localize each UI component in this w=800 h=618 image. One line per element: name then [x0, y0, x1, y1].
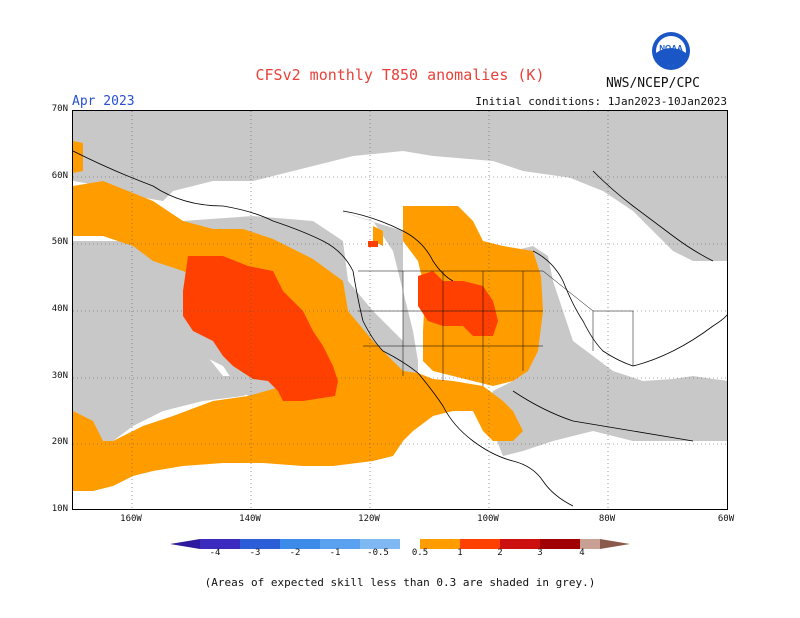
lon-label-60w: 60W: [717, 514, 735, 524]
colorbar-seg-pos1: [460, 539, 500, 549]
colorbar-label-neg1: -1: [329, 548, 341, 558]
colorbar-right-arrow: [600, 539, 630, 549]
lat-label-10n: 10N: [51, 504, 68, 514]
colorbar-seg-pos05: [420, 539, 460, 549]
colorbar-seg-neg05: [360, 539, 400, 549]
colorbar-label-neg2: -2: [289, 548, 301, 558]
colorbar-seg-neg2: [280, 539, 320, 549]
lat-label-30n: 30N: [51, 371, 68, 381]
lat-label-20n: 20N: [51, 437, 68, 447]
valid-month-label: Apr 2023: [72, 94, 135, 109]
colorbar-label-pos3: 3: [537, 548, 543, 558]
map-canvas: [73, 111, 727, 509]
lon-label-160w: 160W: [120, 514, 142, 524]
lon-label-120w: 120W: [358, 514, 380, 524]
colorbar-label-pos1: 1: [457, 548, 463, 558]
lat-label-60n: 60N: [51, 171, 68, 181]
lon-label-80w: 80W: [598, 514, 616, 524]
colorbar-seg-pos3: [540, 539, 580, 549]
colorbar-seg-neg1: [320, 539, 360, 549]
map-title: CFSv2 monthly T850 anomalies (K): [255, 66, 545, 84]
colorbar-seg-neutral: [400, 539, 420, 549]
coastlines: [73, 150, 727, 507]
colorbar-seg-neg4: [200, 539, 240, 549]
lat-lon-grid: [73, 111, 727, 509]
skill-footnote: (Areas of expected skill less than 0.3 a…: [204, 576, 596, 589]
colorbar-label-pos05: 0.5: [411, 548, 429, 558]
colorbar-label-neg05: -0.5: [367, 548, 389, 558]
lat-label-40n: 40N: [51, 304, 68, 314]
lat-label-50n: 50N: [51, 237, 68, 247]
initial-conditions-label: Initial conditions: 1Jan2023-10Jan2023: [475, 95, 727, 108]
colorbar-label-pos2: 2: [497, 548, 503, 558]
anomaly-red: [183, 241, 498, 401]
lat-label-70n: 70N: [51, 104, 68, 114]
lon-label-140w: 140W: [239, 514, 261, 524]
organization-label: NWS/NCEP/CPC: [606, 76, 700, 91]
colorbar-label-neg3: -3: [249, 548, 261, 558]
anomaly-map: [72, 110, 728, 510]
colorbar-label-neg4: -4: [209, 548, 221, 558]
color-legend-bar: [170, 539, 630, 549]
colorbar-seg-neg3: [240, 539, 280, 549]
colorbar-seg-pos2: [500, 539, 540, 549]
noaa-logo: NOAA: [652, 32, 690, 70]
colorbar-left-arrow: [170, 539, 200, 549]
lon-label-100w: 100W: [477, 514, 499, 524]
noaa-logo-text: NOAA: [659, 44, 683, 53]
colorbar-label-pos4: 4: [579, 548, 585, 558]
colorbar-seg-pos4: [580, 539, 600, 549]
